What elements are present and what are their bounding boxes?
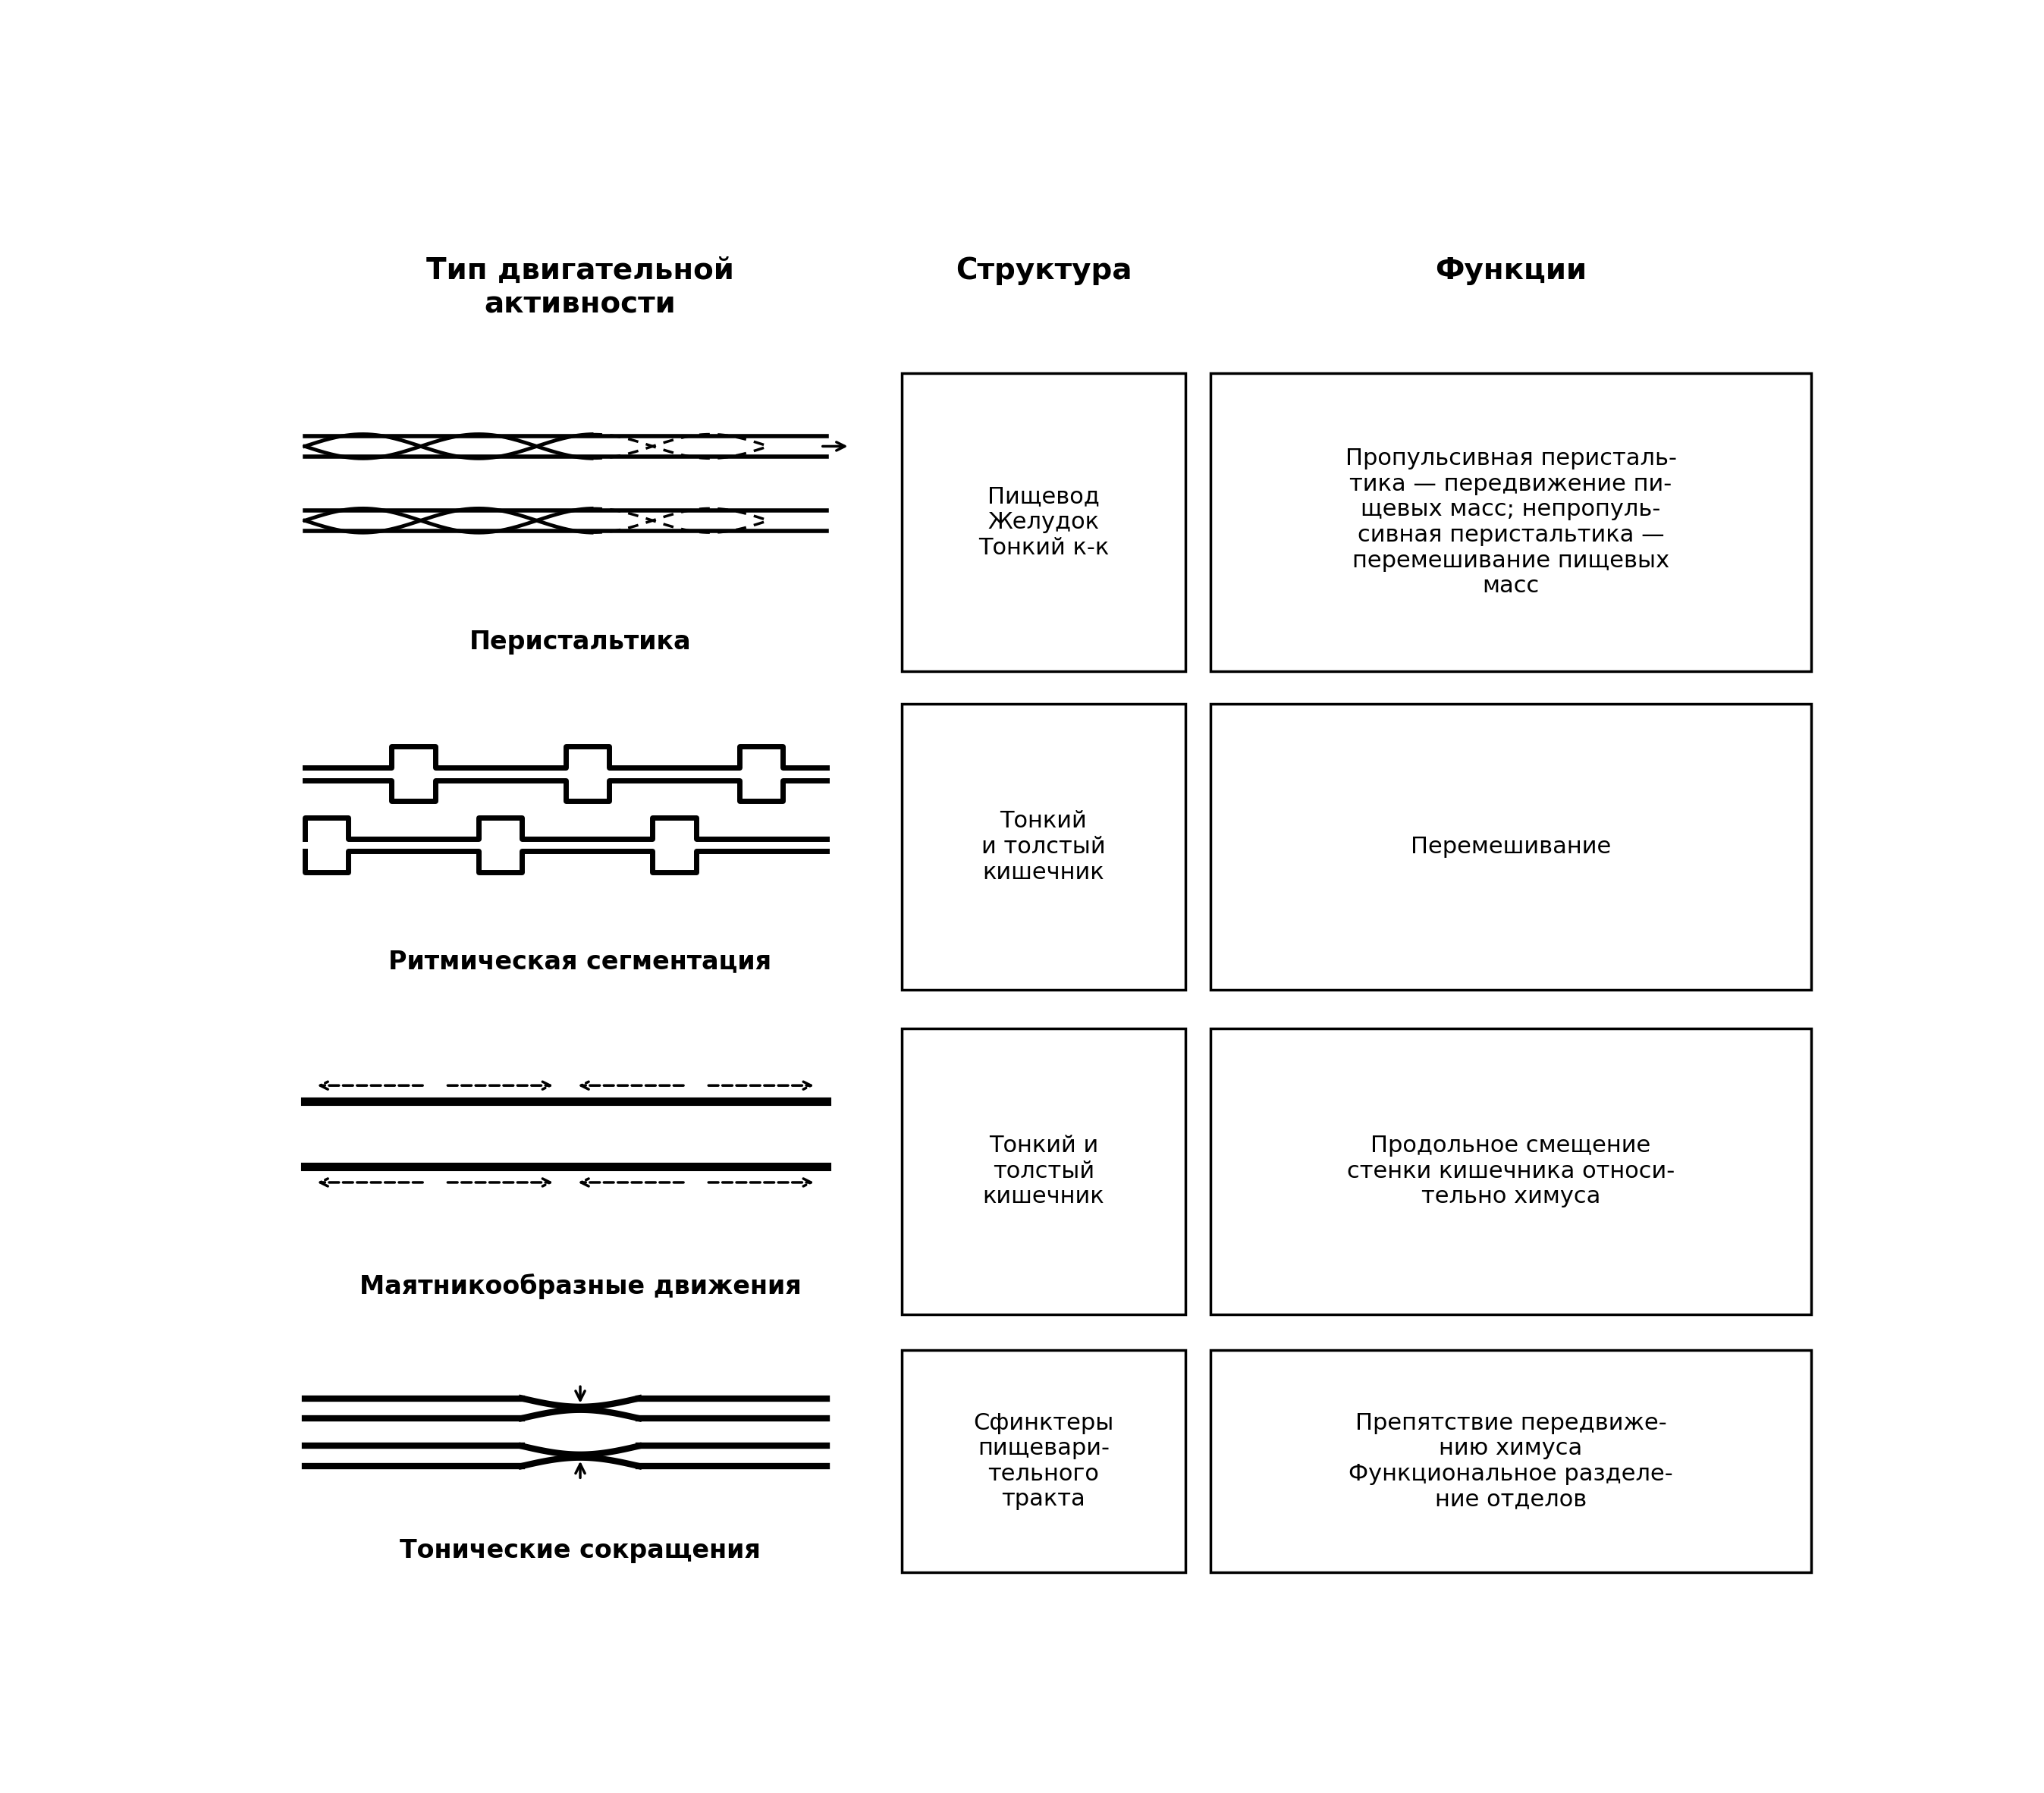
Bar xyxy=(1210,705,1811,990)
Text: Пищевод
Желудок
Тонкий к-к: Пищевод Желудок Тонкий к-к xyxy=(979,486,1110,559)
Text: Тонкий
и толстый
кишечник: Тонкий и толстый кишечник xyxy=(981,810,1106,884)
Text: Сфинктеры
пищевари-
тельного
тракта: Сфинктеры пищевари- тельного тракта xyxy=(973,1411,1114,1510)
Bar xyxy=(1210,373,1811,672)
Bar xyxy=(1210,1029,1811,1314)
Text: Тонические сокращения: Тонические сокращения xyxy=(401,1538,760,1563)
Text: Структура: Структура xyxy=(955,256,1132,285)
Text: Тонкий и
толстый
кишечник: Тонкий и толстый кишечник xyxy=(983,1135,1104,1208)
Text: Функции: Функции xyxy=(1435,256,1586,285)
Text: Пропульсивная перисталь-
тика — передвижение пи-
щевых масс; непропуль-
сивная п: Пропульсивная перисталь- тика — передвиж… xyxy=(1345,448,1676,597)
Bar xyxy=(1210,1350,1811,1572)
Text: Маятникообразные движения: Маятникообразные движения xyxy=(360,1273,801,1298)
Text: Ритмическая сегментация: Ритмическая сегментация xyxy=(388,948,773,974)
Text: Перемешивание: Перемешивание xyxy=(1410,836,1611,857)
Text: Продольное смещение
стенки кишечника относи-
тельно химуса: Продольное смещение стенки кишечника отн… xyxy=(1347,1135,1674,1208)
Text: Тип двигательной
активности: Тип двигательной активности xyxy=(427,256,734,319)
Text: Препятствие передвиже-
нию химуса
Функциональное разделе-
ние отделов: Препятствие передвиже- нию химуса Функци… xyxy=(1349,1411,1674,1510)
Bar xyxy=(901,705,1186,990)
Bar xyxy=(901,1350,1186,1572)
Bar xyxy=(901,373,1186,672)
Text: Перистальтика: Перистальтика xyxy=(470,629,691,654)
Bar xyxy=(901,1029,1186,1314)
